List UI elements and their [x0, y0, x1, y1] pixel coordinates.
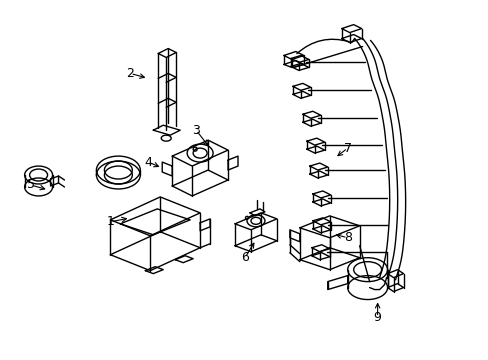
Text: 4: 4: [144, 156, 152, 168]
Text: 2: 2: [126, 67, 134, 80]
Text: 1: 1: [106, 215, 114, 228]
Text: 7: 7: [343, 141, 351, 155]
Text: 9: 9: [373, 311, 381, 324]
Text: 8: 8: [343, 231, 351, 244]
Text: 6: 6: [241, 251, 248, 264]
Text: 5: 5: [26, 179, 35, 192]
Text: 3: 3: [192, 124, 200, 137]
